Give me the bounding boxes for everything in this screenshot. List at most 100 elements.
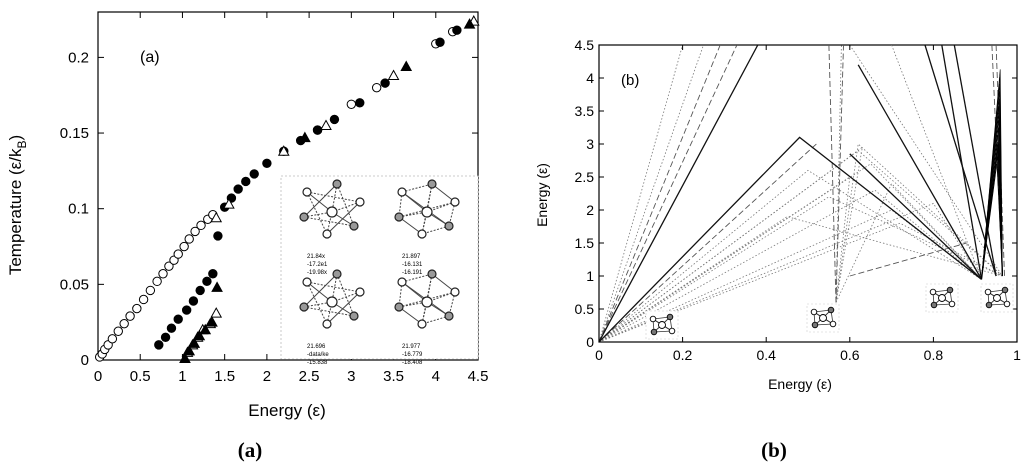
data-point-open-triangle	[277, 145, 290, 156]
b-x-ticks: 0 0.2 0.4 0.6 0.8 1	[595, 45, 1021, 363]
data-point-filled-triangle	[299, 131, 311, 143]
inset-energy-label: 21.696	[307, 344, 326, 350]
a-y-tick-label: 0	[81, 352, 89, 369]
b-y-tick-label: 2.5	[575, 169, 595, 185]
bond-line	[431, 183, 456, 203]
atom	[827, 306, 835, 314]
data-point-filled-circle	[241, 176, 251, 187]
bond-line	[306, 281, 361, 293]
data-point-open-circle	[196, 220, 206, 231]
inset-energy-label: 21.897	[402, 254, 421, 260]
minimum-structure-icon	[806, 303, 840, 333]
bond-line	[336, 273, 355, 317]
dotted-path-line	[599, 146, 863, 342]
a-x-tick-label: 4	[432, 368, 440, 385]
dense-path-line	[981, 69, 1003, 280]
data-point-open-circle	[152, 276, 162, 287]
b-x-tick-label: 0.4	[756, 347, 776, 363]
atom	[397, 187, 407, 197]
data-point-filled-circle	[208, 269, 218, 279]
bond-line	[336, 183, 355, 227]
inset-energy-label: 21.977	[402, 344, 421, 350]
atom	[450, 287, 460, 297]
b-x-tick-label: 0.2	[673, 347, 693, 363]
data-point-filled-circle	[195, 285, 205, 296]
data-point-filled-circle	[202, 276, 212, 287]
atom	[355, 197, 365, 207]
a-x-tick-label: 2	[263, 368, 271, 385]
atom	[444, 221, 454, 231]
inset-energy-label: 21.84x	[307, 254, 325, 260]
bond-line	[303, 216, 355, 227]
b-line-series	[599, 45, 1005, 342]
solid-path-line	[599, 45, 759, 342]
a-x-tick-label: 3	[347, 368, 355, 385]
data-point-filled-triangle	[193, 329, 206, 341]
atom	[332, 179, 342, 189]
atom	[349, 311, 359, 321]
atom	[299, 212, 309, 222]
data-point-filled-triangle	[206, 316, 218, 327]
dotted-path-line	[599, 45, 704, 342]
data-point-filled-circle	[435, 37, 445, 47]
data-point-filled-circle	[312, 125, 323, 135]
b-y-tick-label: 0.5	[575, 301, 595, 317]
data-point-open-triangle	[210, 211, 223, 223]
panel-b: 0 0.2 0.4 0.6 0.8 1 00.511.522.533.544.5 (b) …	[534, 37, 1021, 462]
atom	[332, 269, 342, 279]
atom	[417, 319, 427, 329]
b-plot-frame	[598, 44, 1018, 343]
b-y-axis-label: Energy (ε)	[534, 163, 550, 227]
data-point-filled-circle	[380, 78, 390, 88]
data-point-open-circle	[190, 226, 200, 237]
b-x-tick-label: 0.8	[924, 347, 944, 363]
data-point-open-triangle	[320, 119, 332, 130]
atom	[650, 328, 658, 336]
bond-line	[331, 273, 338, 303]
inset-energy-label: -19.98x	[307, 270, 327, 276]
dashed-path-line	[995, 45, 1005, 277]
data-point-open-circle	[158, 269, 168, 279]
bond-line	[306, 191, 361, 203]
data-point-filled-triangle	[179, 352, 191, 363]
dotted-path-line	[599, 45, 683, 342]
inset-structures-a: 21.84x -17.2e1 -19.98x 21.897 -16.131 -16.191…	[280, 175, 479, 366]
b-x-tick-label: 1	[1013, 347, 1021, 363]
atom	[938, 294, 946, 302]
solid-path-line	[924, 45, 997, 277]
data-point-open-circle	[184, 234, 194, 244]
dotted-path-line	[849, 45, 1003, 277]
data-point-open-circle	[119, 318, 129, 329]
atom	[397, 277, 407, 287]
data-point-filled-circle	[262, 158, 272, 169]
atom	[658, 321, 666, 329]
atom	[649, 315, 657, 323]
data-point-filled-circle	[181, 305, 192, 315]
bond-line	[331, 183, 338, 213]
dashed-path-line	[835, 45, 844, 303]
data-point-open-circle	[132, 303, 142, 314]
dashed-path-line	[828, 45, 837, 303]
atom	[322, 319, 332, 329]
data-point-filled-circle	[249, 169, 259, 179]
inset-structure: 21.696 -data/ke -15.838	[299, 269, 365, 366]
a-x-tick-label: 3.5	[383, 368, 404, 385]
data-point-filled-circle	[329, 114, 340, 125]
atom	[427, 269, 437, 279]
data-point-filled-circle	[166, 323, 177, 333]
a-x-tick-label: 2.5	[299, 368, 320, 385]
data-point-open-circle	[346, 99, 357, 109]
bond-line	[303, 306, 355, 317]
inset-structure: 21.977 -16.779 -18.408	[394, 269, 460, 366]
b-y-tick-label: 3	[586, 136, 594, 152]
dashed-path-line	[849, 242, 967, 277]
atom	[666, 313, 674, 321]
data-point-filled-circle	[355, 98, 365, 108]
atom	[948, 300, 956, 308]
data-point-filled-circle	[160, 332, 171, 343]
b-x-tick-label: 0	[595, 347, 603, 363]
atom	[819, 314, 827, 322]
a-y-tick-label: 0.15	[60, 125, 89, 142]
data-point-open-circle	[138, 294, 149, 305]
bond-line	[398, 301, 428, 308]
